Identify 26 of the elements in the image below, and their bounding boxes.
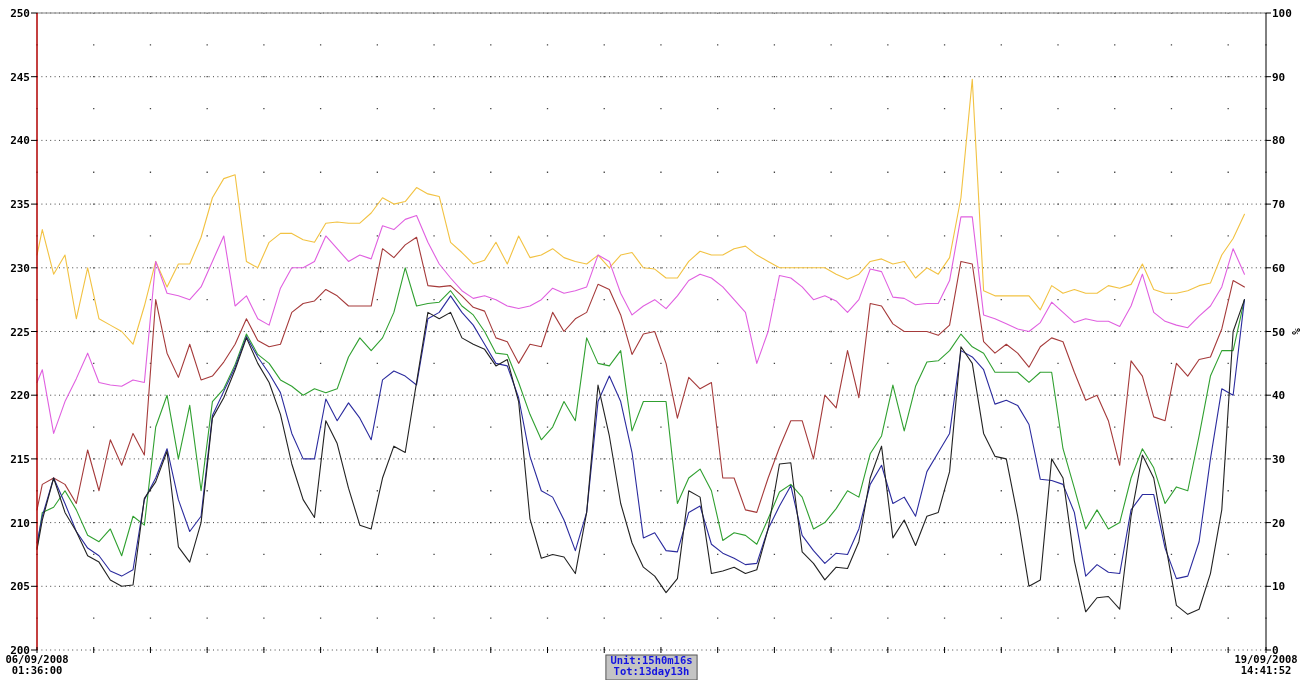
- y2-tick-label: 10: [1272, 580, 1286, 594]
- y-tick-label: 235: [10, 198, 30, 212]
- line-series: [36, 236, 1246, 513]
- text: Unit:15h0m16s: [610, 654, 693, 666]
- y2-tick-label: 30: [1272, 452, 1286, 466]
- y2-tick-label: 20: [1272, 516, 1286, 530]
- y-tick-label: 245: [10, 70, 30, 84]
- y2-axis-title: %: [1290, 327, 1303, 335]
- y2-tick-label: 100: [1272, 7, 1292, 20]
- y-tick-label: 250: [10, 7, 30, 20]
- y2-tick-label: 40: [1272, 389, 1286, 403]
- y2-tick-label: 90: [1272, 70, 1286, 84]
- y-tick-label: 205: [10, 580, 30, 594]
- y-tick-label: 210: [10, 516, 30, 530]
- y2-tick-label: 70: [1272, 198, 1286, 212]
- y-tick-label: 220: [10, 389, 30, 403]
- line-series: [36, 78, 1246, 345]
- y-tick-label: 230: [10, 261, 30, 275]
- y2-tick-label: 50: [1272, 325, 1286, 339]
- text: Tot:13day13h: [613, 665, 690, 677]
- y-tick-label: 240: [10, 134, 30, 148]
- y2-tick-label: 80: [1272, 134, 1286, 148]
- y-tick-label: 225: [10, 325, 30, 339]
- y2-tick-label: 60: [1272, 261, 1286, 275]
- y-tick-label: 215: [10, 452, 30, 466]
- line-series: [36, 215, 1246, 434]
